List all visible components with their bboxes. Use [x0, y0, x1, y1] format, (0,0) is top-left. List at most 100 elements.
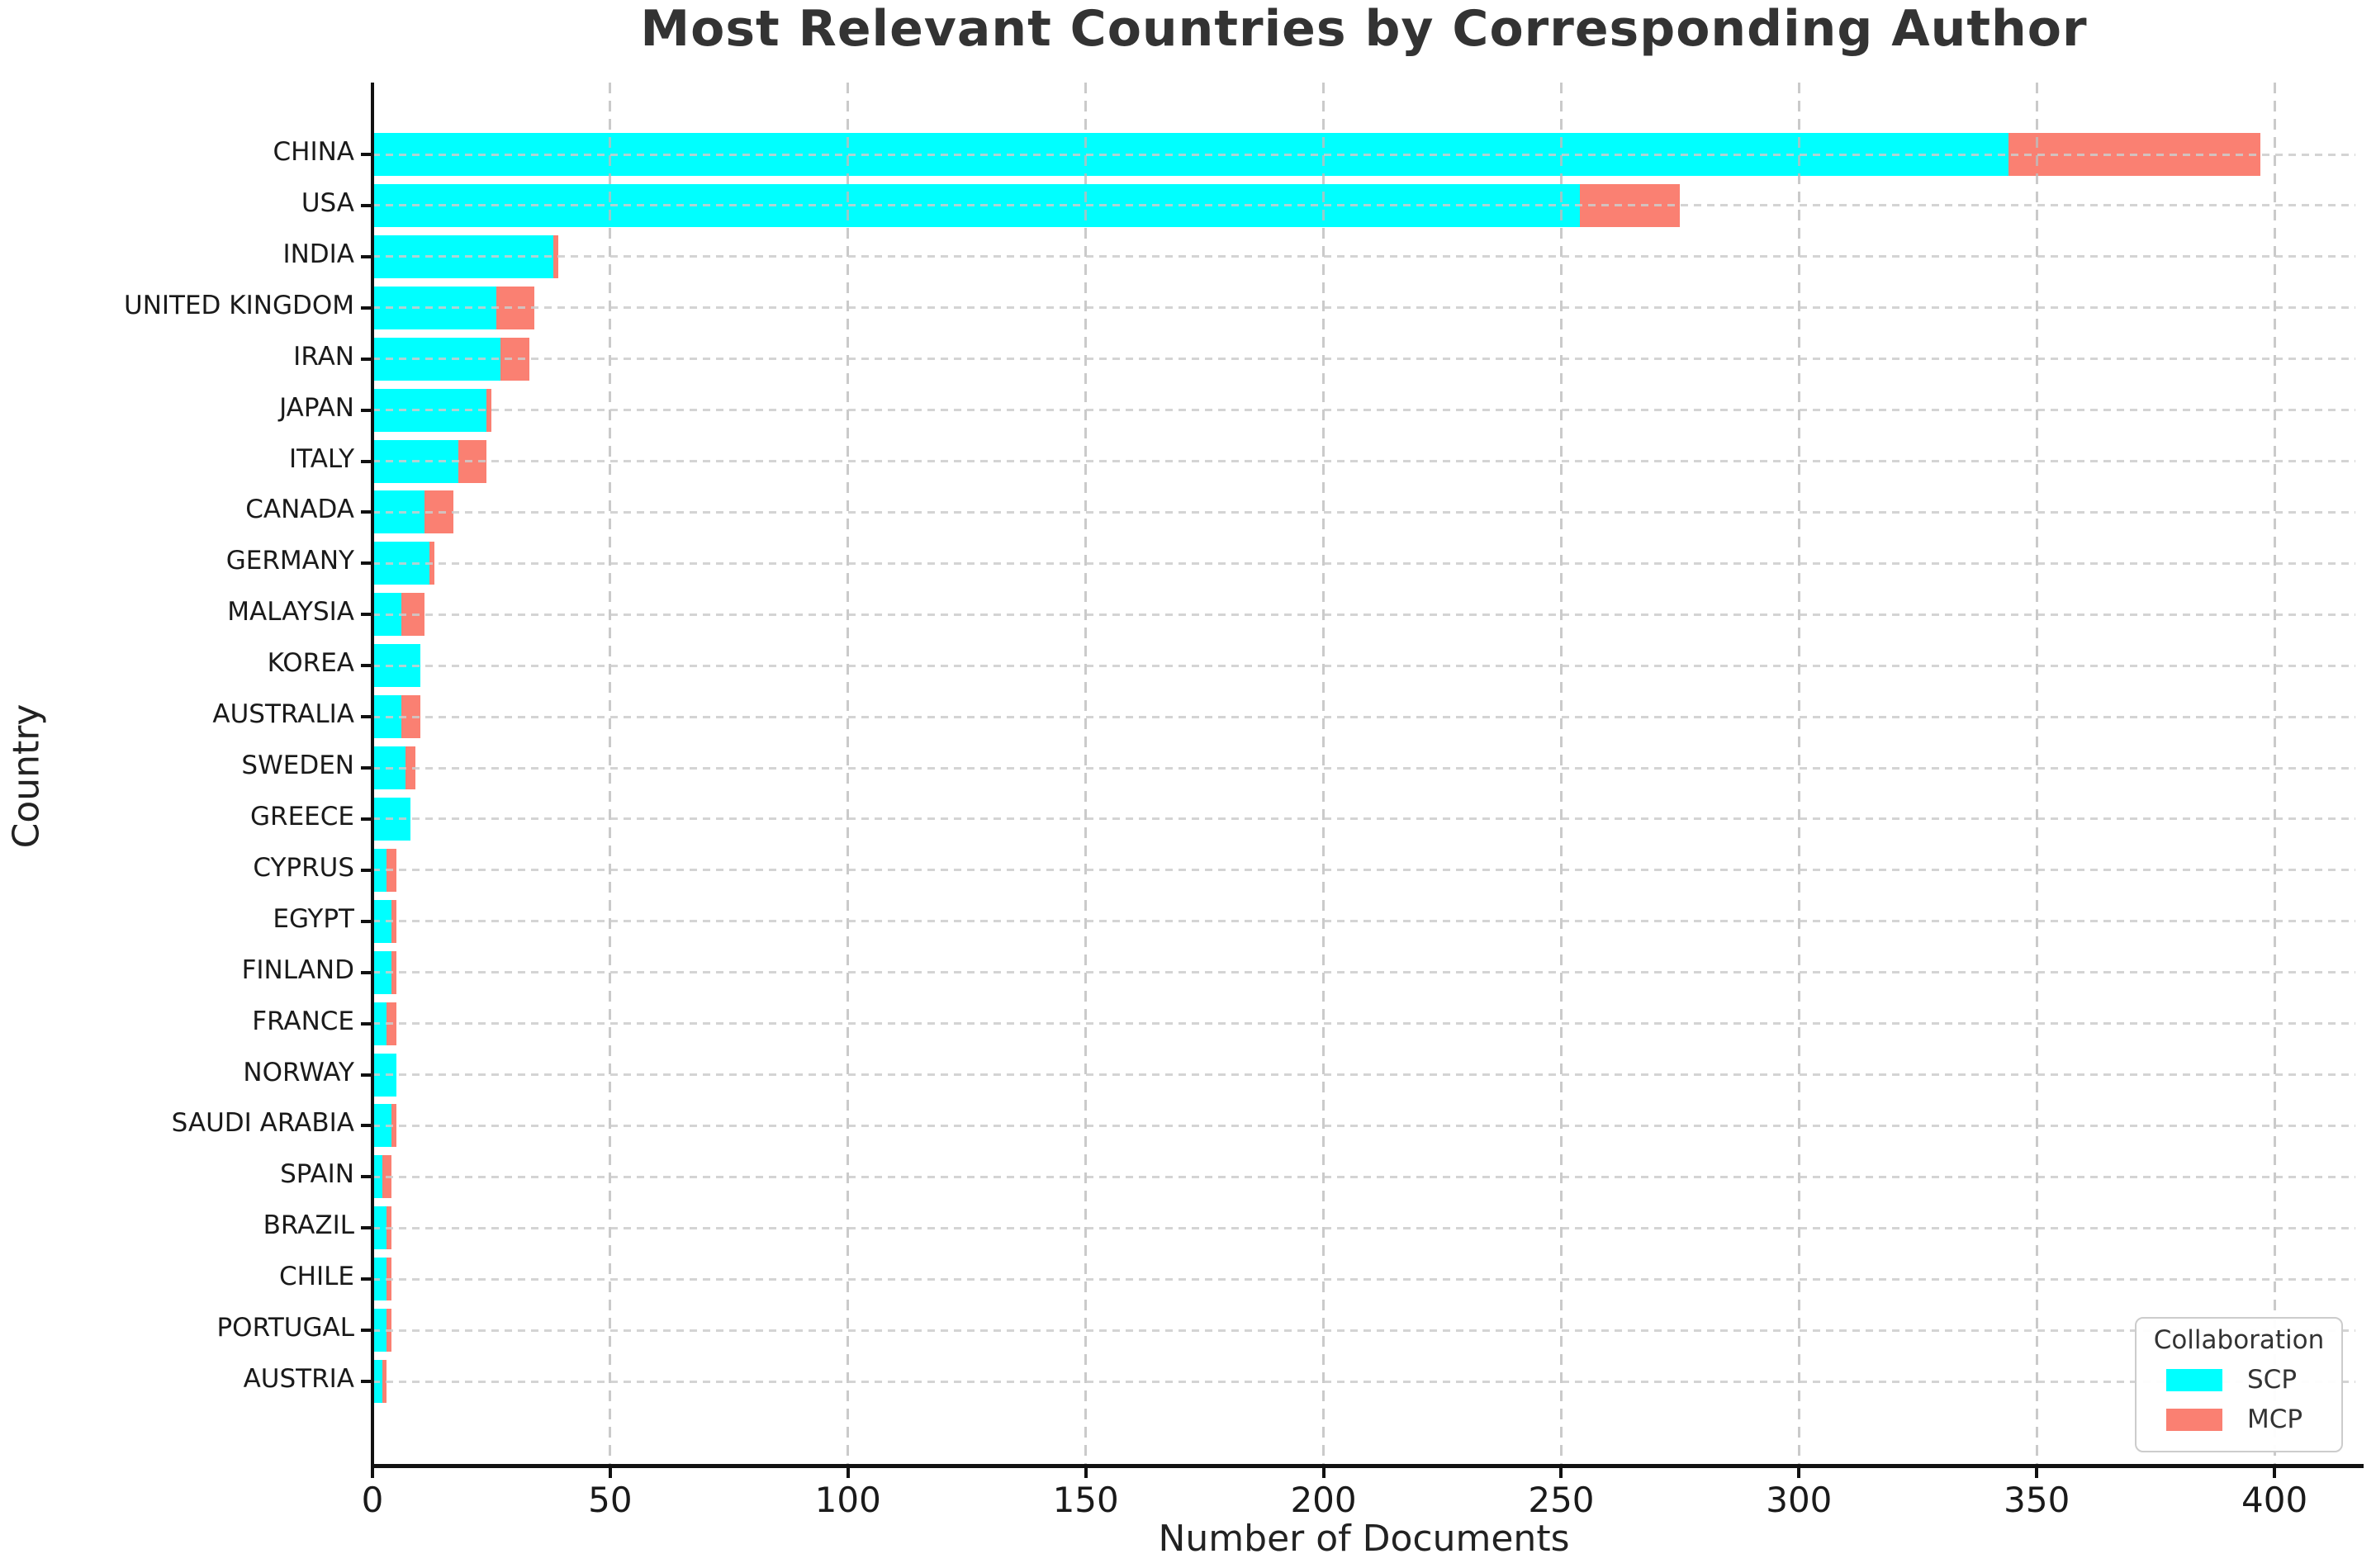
horizontal-gridline — [372, 204, 2355, 207]
y-tick — [361, 664, 372, 668]
y-tick-label: SWEDEN — [241, 751, 354, 780]
y-tick-label: FINLAND — [241, 955, 354, 985]
y-tick — [361, 561, 372, 566]
y-tick-label: FRANCE — [252, 1006, 354, 1036]
y-tick-label: JAPAN — [279, 392, 354, 423]
vertical-gridline — [1322, 83, 1326, 1466]
horizontal-gridline — [372, 1022, 2355, 1026]
x-tick-label: 100 — [814, 1480, 881, 1520]
y-tick — [361, 868, 372, 872]
x-tick — [608, 1466, 612, 1478]
y-tick-label: SAUDI ARABIA — [171, 1108, 354, 1139]
legend: Collaboration SCP MCP — [2135, 1317, 2343, 1452]
y-axis-spine — [371, 83, 374, 1466]
y-tick-label: CYPRUS — [253, 852, 354, 883]
y-tick — [361, 357, 372, 361]
y-tick — [361, 306, 372, 310]
y-tick-label: IRAN — [293, 341, 354, 372]
horizontal-gridline — [372, 561, 2355, 565]
x-tick-label: 150 — [1052, 1480, 1119, 1520]
y-tick — [361, 1124, 372, 1128]
horizontal-gridline — [372, 715, 2355, 718]
y-tick — [361, 203, 372, 207]
x-tick — [2035, 1466, 2039, 1478]
y-tick — [361, 153, 372, 156]
x-tick — [371, 1466, 374, 1478]
x-tick — [846, 1466, 850, 1478]
y-tick-label: SPAIN — [280, 1159, 354, 1190]
y-tick — [361, 1329, 372, 1333]
y-tick-label: CANADA — [245, 495, 354, 525]
y-tick — [361, 408, 372, 412]
horizontal-gridline — [372, 920, 2355, 923]
vertical-gridline — [847, 83, 850, 1466]
horizontal-gridline — [372, 153, 2355, 156]
legend-title: Collaboration — [2153, 1325, 2325, 1355]
vertical-gridline — [609, 83, 612, 1466]
y-axis-label: Country — [5, 703, 48, 849]
x-tick-label: 50 — [588, 1480, 633, 1520]
plot-area: 0 50 100 150 200 250 300 350 400 CHINA USA INDIA UNI… — [124, 83, 2364, 1520]
vertical-gridline — [2273, 83, 2276, 1466]
vertical-gridline — [1797, 83, 1800, 1466]
y-tick — [361, 1073, 372, 1077]
y-tick — [361, 459, 372, 463]
y-tick-label: CHILE — [279, 1262, 354, 1292]
horizontal-gridline — [372, 460, 2355, 462]
y-tick-label: NORWAY — [243, 1057, 354, 1087]
y-tick — [361, 919, 372, 923]
horizontal-gridline — [372, 358, 2355, 361]
horizontal-gridline — [372, 1277, 2355, 1281]
x-tick — [1084, 1466, 1088, 1478]
y-tick — [361, 510, 372, 514]
horizontal-gridline — [372, 1124, 2355, 1127]
y-tick — [361, 817, 372, 821]
y-tick-label: CHINA — [273, 137, 355, 167]
legend-item-mcp: MCP — [2137, 1400, 2341, 1439]
y-tick-label: MALAYSIA — [227, 597, 354, 628]
horizontal-gridline — [372, 613, 2355, 616]
y-tick — [361, 613, 372, 617]
y-tick — [361, 254, 372, 258]
legend-label-scp: SCP — [2247, 1365, 2298, 1395]
x-tick-label: 200 — [1290, 1480, 1357, 1520]
x-tick-label: 250 — [1528, 1480, 1595, 1520]
x-tick — [2273, 1466, 2277, 1478]
horizontal-gridline — [372, 1073, 2355, 1076]
x-tick — [1559, 1466, 1563, 1478]
horizontal-gridline — [372, 510, 2355, 514]
x-tick — [1797, 1466, 1801, 1478]
horizontal-gridline — [372, 817, 2355, 821]
y-tick — [361, 1021, 372, 1026]
horizontal-gridline — [372, 255, 2355, 258]
y-tick-label: KOREA — [267, 648, 354, 679]
vertical-gridline — [1559, 83, 1563, 1466]
y-tick — [361, 970, 372, 974]
y-tick-label: GREECE — [250, 801, 354, 831]
x-tick — [1321, 1466, 1326, 1478]
legend-item-scp: SCP — [2137, 1360, 2341, 1400]
y-tick — [361, 766, 372, 770]
legend-swatch-mcp — [2166, 1408, 2222, 1431]
horizontal-gridline — [372, 1226, 2355, 1229]
horizontal-gridline — [372, 971, 2355, 974]
x-axis-spine — [371, 1464, 2364, 1468]
horizontal-gridline — [372, 1329, 2355, 1332]
chart-title: Most Relevant Countries by Corresponding… — [640, 0, 2088, 58]
vertical-gridline — [2035, 83, 2038, 1466]
y-tick-label: AUSTRALIA — [212, 699, 354, 730]
x-tick-label: 0 — [361, 1480, 384, 1520]
horizontal-gridline — [372, 306, 2355, 310]
legend-swatch-scp — [2166, 1368, 2222, 1391]
horizontal-gridline — [372, 409, 2355, 412]
x-tick-label: 400 — [2241, 1480, 2308, 1520]
y-tick-label: USA — [301, 187, 354, 218]
horizontal-gridline — [372, 1175, 2355, 1178]
horizontal-gridline — [372, 766, 2355, 770]
x-axis-label: Number of Documents — [1158, 1518, 1570, 1560]
y-tick — [361, 715, 372, 719]
y-tick-label: AUSTRIA — [243, 1364, 354, 1394]
vertical-gridline — [1084, 83, 1088, 1466]
x-tick-label: 350 — [2004, 1480, 2070, 1520]
